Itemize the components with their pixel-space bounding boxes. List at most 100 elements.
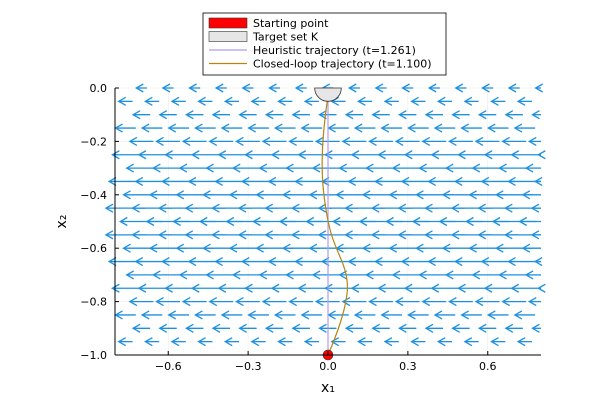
vector-arrow [510,150,539,160]
vector-arrow [398,110,417,120]
vector-arrow [144,337,160,347]
vector-arrow [530,230,541,240]
vector-arrow [220,123,243,133]
vector-arrow [527,136,541,146]
vector-arrow [285,163,317,173]
vector-arrow [365,270,397,280]
vector-arrow [427,83,440,93]
vector-arrow [170,96,186,106]
vector-arrow [338,270,370,280]
vector-arrow [463,96,479,106]
vector-arrow [155,297,180,307]
vector-arrow [516,96,532,106]
vector-arrow [344,110,364,120]
vector-arrow [111,150,139,160]
vector-arrow [513,310,536,320]
vector-arrow [128,297,154,307]
vector-arrow [131,323,151,333]
vector-arrow [125,163,157,173]
vector-arrow [531,110,541,120]
vector-arrow [231,270,264,280]
vector-arrow [291,110,310,120]
vector-arrow [261,297,287,307]
vector-arrow [436,96,453,106]
vector-arrow [167,123,190,133]
vector-arrow [418,163,450,173]
vector-arrow [197,337,213,347]
vector-arrow [344,323,364,333]
vector-arrow [498,270,530,280]
vector-arrow [483,283,512,293]
vector-arrow [403,150,432,160]
vector-arrow [481,83,494,93]
trajectory-line-1 [321,95,349,356]
vector-arrow [513,123,536,133]
axes: −0.6 −0.3 0.0 0.3 0.6 0.0 −0.2 −0.4 −0.6 −0.8 −1.0… [54,82,541,396]
legend-entry: Target set K [208,31,319,44]
vector-arrow [164,283,193,293]
target-set-marker [314,87,342,102]
vector-arrow [137,283,166,293]
y-tick-label: 0.0 [90,82,108,95]
vector-arrow [353,310,376,320]
vector-arrow [377,150,406,160]
vector-arrow [371,110,390,120]
vector-arrow [357,96,373,106]
y-tick-label: −1.0 [80,349,107,362]
vector-arrow [433,123,456,133]
legend-label: Closed-loop trajectory (t=1.100) [253,58,432,71]
y-tick-label: −0.4 [80,189,107,202]
vector-arrow [391,163,423,173]
vector-arrow [247,123,269,133]
vector-arrow [144,96,160,106]
vector-arrow [211,110,231,120]
vector-arrow [490,96,506,106]
vector-arrow [261,136,287,146]
vector-arrow [341,136,367,146]
vector-arrow [273,123,296,133]
vector-arrow [518,216,541,227]
vector-arrow [436,337,453,347]
vector-arrow [398,323,417,333]
vector-arrow [244,283,273,293]
vector-arrow [258,163,290,173]
legend-swatch [208,31,248,42]
vector-arrow [111,283,139,293]
vector-arrow [463,337,479,347]
vector-arrow [531,323,541,333]
vector-arrow [421,297,447,307]
vector-arrow [477,323,497,333]
vector-arrow [152,270,184,280]
vector-arrow [208,136,234,146]
vector-arrow [117,337,133,347]
vector-arrow [208,297,234,307]
vector-arrow [410,96,426,106]
vector-arrow [341,297,367,307]
vector-arrow [486,310,509,320]
vector-arrow [181,136,207,146]
vector-arrow [238,323,257,333]
legend-entry: Heuristic trajectory (t=1.261) [209,44,416,57]
vector-arrow [504,323,523,333]
vector-arrow [534,83,543,93]
vector-arrow [181,297,207,307]
vector-arrow [185,110,204,120]
vector-arrow [516,337,532,347]
vector-arrow [300,310,323,320]
vector-arrow [357,337,373,347]
vector-arrow [117,96,133,106]
vector-arrow [114,310,136,320]
vector-arrow [270,283,299,293]
y-tick-label: −0.6 [80,242,107,255]
vector-arrow [125,270,157,280]
vector-arrow [471,270,503,280]
x-tick-label: 0.0 [319,360,337,373]
vector-arrow [155,136,180,146]
vector-arrow [350,150,379,160]
vector-arrow [486,123,509,133]
vector-arrow [490,337,506,347]
vector-arrow [394,297,420,307]
vector-arrow [338,163,370,173]
vector-arrow [507,83,520,93]
